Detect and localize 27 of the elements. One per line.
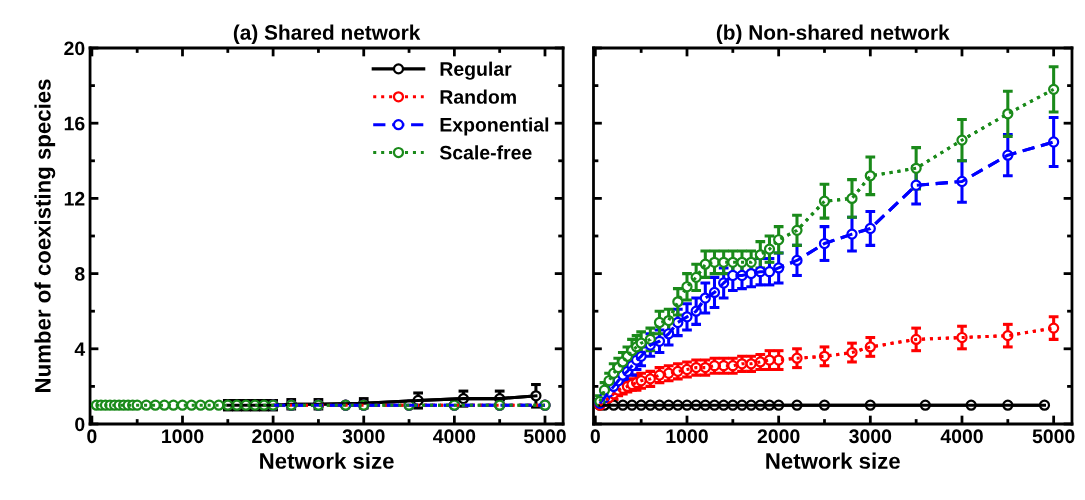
y-tick-label: 20 (64, 41, 85, 56)
legend-label: Regular (440, 61, 512, 80)
legend-label: Scale-free (439, 145, 532, 160)
chart-title: (a) Shared network (233, 24, 421, 44)
y-tick-label: 16 (64, 116, 85, 131)
x-tick-label: 4000 (433, 429, 476, 444)
x-tick-label: 3000 (342, 429, 385, 444)
x-tick-label: 4000 (940, 429, 983, 444)
x-tick-label: 5000 (523, 429, 566, 444)
y-tick-label: 12 (64, 191, 85, 206)
y-tick-label: 8 (75, 267, 85, 281)
x-tick-label: 3000 (849, 429, 892, 444)
x-tick-label: 5000 (1032, 429, 1075, 444)
y-tick-label: 0 (75, 417, 85, 432)
y-axis-title: Number of coexisting species (34, 79, 56, 392)
legend-label: Exponential (440, 117, 549, 136)
x-tick-label: 0 (590, 429, 600, 444)
x-tick-label: 1000 (666, 429, 708, 444)
x-tick-label: 1000 (162, 429, 204, 444)
x-tick-label: 2000 (757, 429, 800, 444)
x-tick-label: 2000 (252, 429, 294, 444)
chart-title: (b) Non-shared network (716, 24, 950, 44)
legend-label: Random (440, 89, 516, 104)
x-axis-title: Network size (260, 452, 394, 469)
x-axis-title: Network size (766, 452, 900, 469)
x-tick-label: 0 (87, 429, 97, 444)
y-tick-label: 4 (74, 342, 86, 356)
